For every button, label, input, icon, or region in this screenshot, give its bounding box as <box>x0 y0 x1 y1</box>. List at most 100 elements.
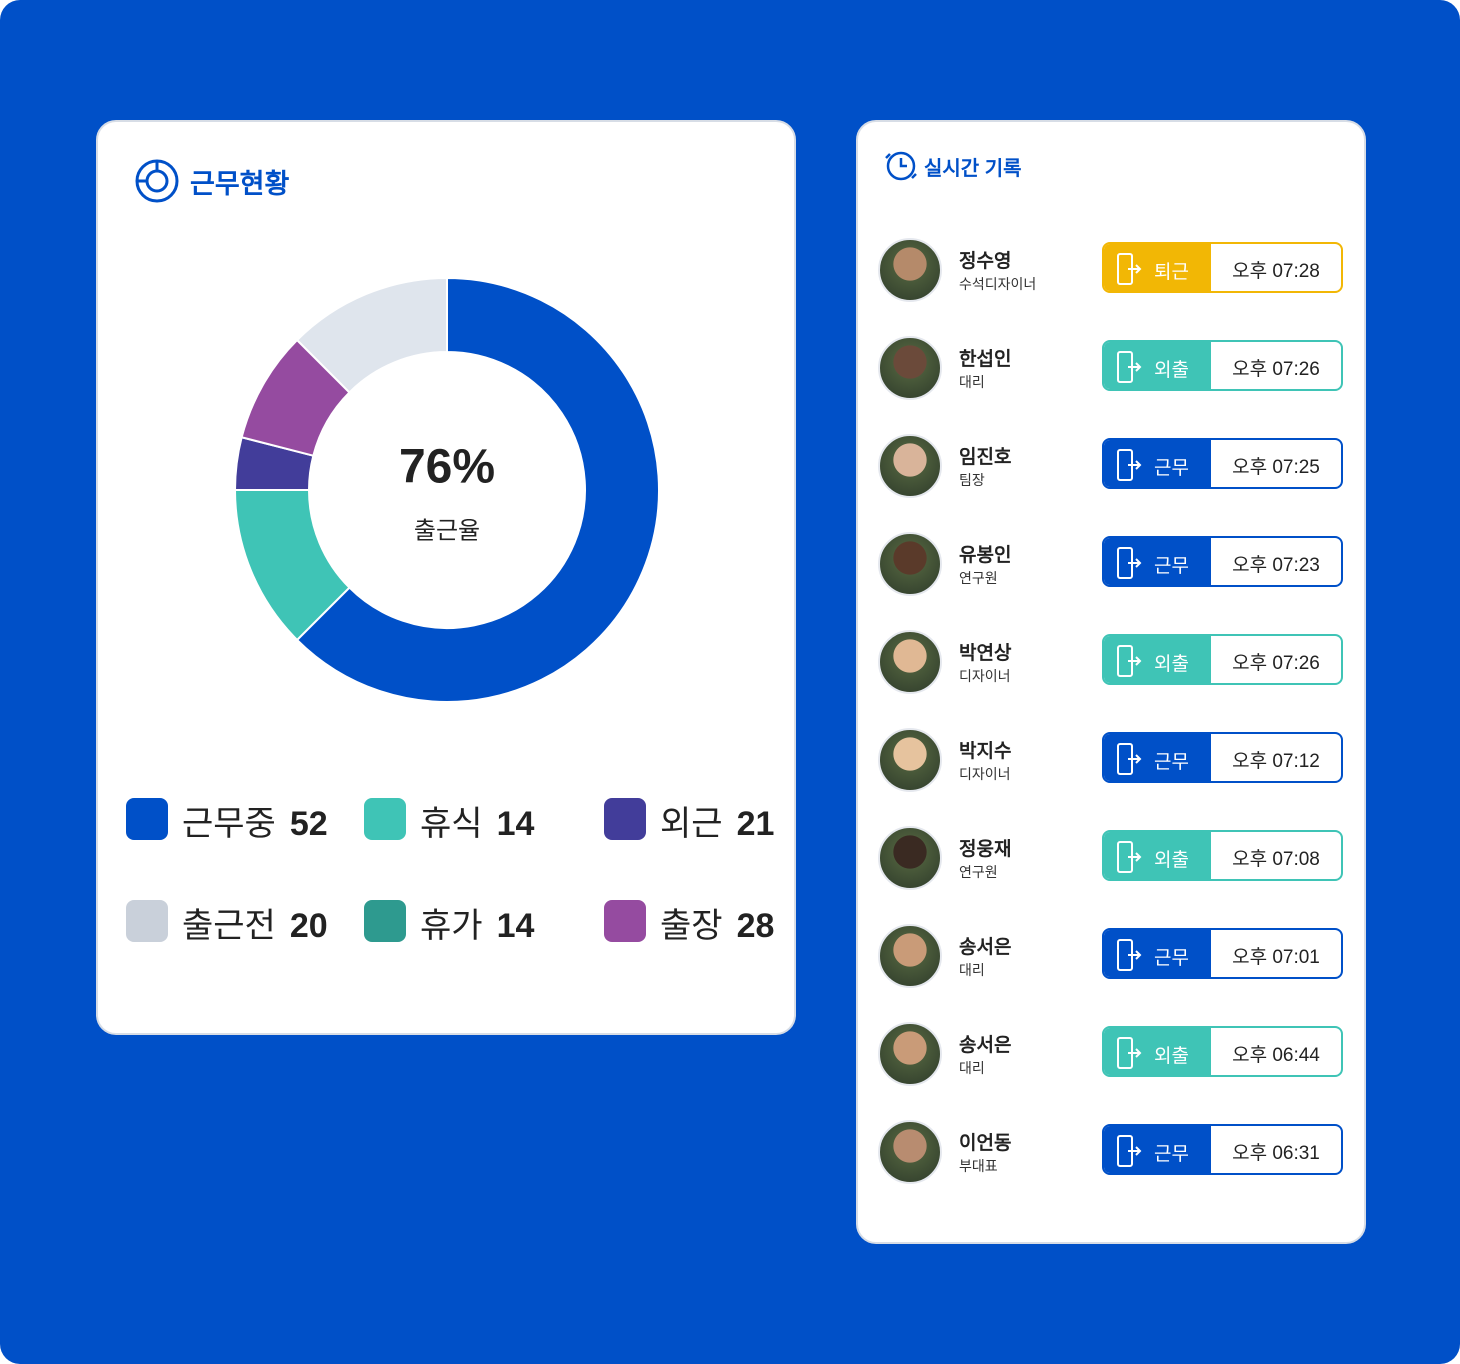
status-label-box: 근무 <box>1104 930 1211 977</box>
icon-arrow <box>1128 362 1142 372</box>
status-text: 외출 <box>1154 654 1189 675</box>
status-label-box: 외출 <box>1104 1028 1211 1075</box>
status-icon <box>1117 841 1142 873</box>
status-label-box: 외출 <box>1104 832 1211 879</box>
legend-swatch <box>126 900 168 942</box>
status-text: 외출 <box>1154 360 1189 381</box>
icon-arrow <box>1128 264 1142 274</box>
icon-arrow <box>1128 1146 1142 1156</box>
status-badge: 근무 오후 06:31 <box>1102 1124 1343 1175</box>
avatar <box>878 336 942 400</box>
person-name: 이언동 <box>959 1133 1012 1154</box>
legend-label: 휴식 14 <box>420 796 534 845</box>
legend-value: 14 <box>496 907 535 945</box>
status-icon <box>1117 645 1142 677</box>
avatar <box>878 630 942 694</box>
status-time: 오후 07:01 <box>1232 947 1320 968</box>
status-text: 퇴근 <box>1154 262 1189 283</box>
status-text: 근무 <box>1154 948 1189 969</box>
status-label-box: 근무 <box>1104 734 1211 781</box>
person-role: 연구원 <box>959 570 998 586</box>
avatar <box>878 924 942 988</box>
person-role: 대리 <box>959 374 985 390</box>
legend-swatch <box>126 798 168 840</box>
status-card: 근무현황 76% 출근율 근무중 52 휴식 14 외근 21 출근전 20 휴가 14 출장 28 <box>96 120 796 1035</box>
center-label: 출근율 <box>414 517 480 544</box>
person-role: 대리 <box>959 962 985 978</box>
person-role: 디자이너 <box>959 668 1011 684</box>
status-badge: 외출 오후 07:26 <box>1102 340 1343 391</box>
donut-slice <box>295 276 660 703</box>
legend-name: 휴가 <box>420 907 483 945</box>
person-role: 팀장 <box>959 472 985 488</box>
legend-name: 출근전 <box>182 907 276 945</box>
card-title: 실시간 기록 <box>924 158 1022 180</box>
legend-label: 외근 21 <box>660 796 774 845</box>
status-badge: 외출 오후 06:44 <box>1102 1026 1343 1077</box>
status-badge: 외출 오후 07:08 <box>1102 830 1343 881</box>
legend-swatch <box>604 798 646 840</box>
status-time: 오후 07:08 <box>1232 849 1320 870</box>
avatar <box>878 1022 942 1086</box>
person-name: 정수영 <box>959 251 1012 272</box>
status-icon <box>135 159 179 203</box>
legend-name: 근무중 <box>182 805 276 843</box>
status-text: 외출 <box>1154 1046 1189 1067</box>
legend-value: 20 <box>289 907 328 945</box>
status-icon <box>1117 939 1142 971</box>
legend-swatch <box>604 900 646 942</box>
status-time: 오후 06:44 <box>1232 1045 1320 1066</box>
records-card: 실시간 기록 정수영 수석디자이너 퇴근 오후 07:28 한섭인 대리 외출 오후 07:2… <box>856 120 1366 1244</box>
status-time: 오후 07:12 <box>1232 751 1320 772</box>
legend-swatch <box>364 900 406 942</box>
icon-arrow <box>1128 950 1142 960</box>
status-text: 근무 <box>1154 752 1189 773</box>
status-icon <box>1117 1135 1142 1167</box>
icon-arrow <box>1128 754 1142 764</box>
legend-label: 휴가 14 <box>420 898 534 947</box>
status-label-box: 외출 <box>1104 342 1211 389</box>
status-badge: 근무 오후 07:12 <box>1102 732 1343 783</box>
icon-arrow <box>1128 1048 1142 1058</box>
legend-value: 28 <box>736 907 775 945</box>
status-badge: 외출 오후 07:26 <box>1102 634 1343 685</box>
avatar <box>878 238 942 302</box>
person-name: 송서은 <box>959 1035 1012 1056</box>
legend-value: 21 <box>736 805 775 843</box>
status-badge: 근무 오후 07:23 <box>1102 536 1343 587</box>
legend-name: 외근 <box>660 805 723 843</box>
status-icon <box>1117 1037 1142 1069</box>
status-text: 근무 <box>1154 556 1189 577</box>
status-badge: 근무 오후 07:01 <box>1102 928 1343 979</box>
legend-name: 출장 <box>660 907 723 945</box>
avatar <box>878 826 942 890</box>
status-icon <box>1117 743 1142 775</box>
legend-label: 근무중 52 <box>182 796 328 845</box>
donut-slice <box>295 276 448 394</box>
person-role: 디자이너 <box>959 766 1011 782</box>
person-name: 박지수 <box>959 741 1012 762</box>
icon-arrow <box>1128 656 1142 666</box>
status-label-box: 외출 <box>1104 636 1211 683</box>
icon-arrow <box>1128 460 1142 470</box>
legend-value: 14 <box>496 805 535 843</box>
person-name: 임진호 <box>959 447 1012 468</box>
icon-arrow <box>1128 852 1142 862</box>
status-time: 오후 07:28 <box>1232 261 1320 282</box>
avatar <box>878 1120 942 1184</box>
status-text: 근무 <box>1154 1144 1189 1165</box>
status-time: 오후 07:26 <box>1232 653 1320 674</box>
person-role: 연구원 <box>959 864 998 880</box>
status-label-box: 근무 <box>1104 538 1211 585</box>
status-icon <box>1117 351 1142 383</box>
donut-chart: 76% 출근율 <box>233 276 660 703</box>
status-label-box: 근무 <box>1104 1126 1211 1173</box>
status-badge: 근무 오후 07:25 <box>1102 438 1343 489</box>
person-name: 정웅재 <box>959 839 1012 860</box>
clock-icon <box>885 151 917 181</box>
status-text: 근무 <box>1154 458 1189 479</box>
avatar <box>878 728 942 792</box>
status-time: 오후 07:26 <box>1232 359 1320 380</box>
avatar <box>878 532 942 596</box>
person-role: 수석디자이너 <box>959 276 1037 292</box>
